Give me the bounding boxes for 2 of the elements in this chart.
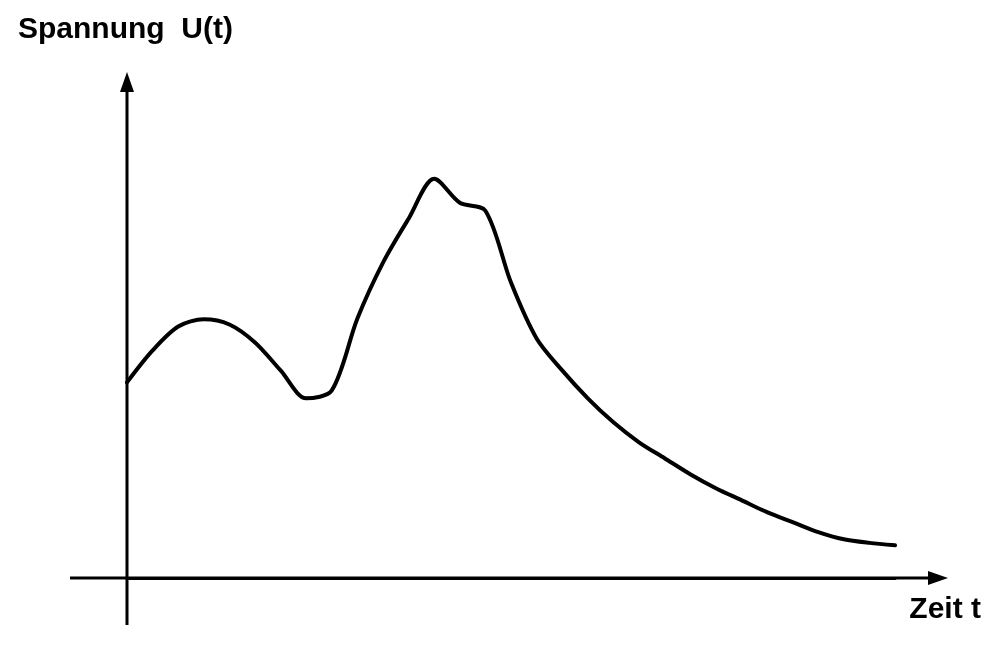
y-axis-title: Spannung U(t) bbox=[18, 10, 233, 44]
x-axis-title: Zeit t bbox=[909, 590, 982, 624]
